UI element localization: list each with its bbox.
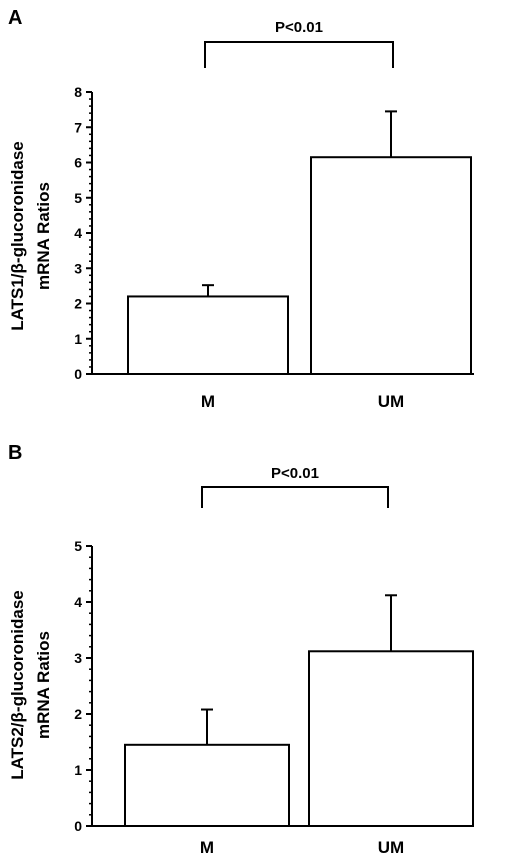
chart-panel-a: A P<0.01 LATS1/β-glucoronidase mRNA Rati… [0, 0, 520, 430]
category-label-b: M [200, 838, 214, 857]
plot-area-b: 0 1 2 3 4 5 M UM [74, 538, 474, 857]
y-tick-label-b: 1 [74, 762, 82, 778]
bar-a-um [310, 156, 472, 375]
y-tick-label-b: 0 [74, 818, 82, 834]
significance-label-a: P<0.01 [275, 19, 323, 36]
y-tick-label-b: 3 [74, 650, 82, 666]
panel-letter-a: A [8, 7, 22, 29]
bar-b-um [308, 650, 474, 827]
significance-bracket-a [204, 41, 394, 68]
y-tick-label-a: 0 [74, 366, 82, 382]
category-label-a: M [201, 392, 215, 411]
plot-area-a: 0 1 2 3 4 5 6 7 8 M UM [74, 84, 474, 411]
panel-letter-b: B [8, 442, 22, 464]
y-axis-label-b-line1: LATS2/β-glucoronidase [8, 590, 27, 780]
chart-b-svg: B P<0.01 LATS2/β-glucoronidase mRNA Rati… [8, 442, 474, 857]
y-axis-label-a-line2: mRNA Ratios [34, 182, 53, 290]
y-axis-label-b-line2: mRNA Ratios [34, 631, 53, 739]
chart-panel-b: B P<0.01 LATS2/β-glucoronidase mRNA Rati… [0, 430, 520, 860]
bar-b-m [124, 743, 290, 827]
y-tick-label-a: 6 [74, 155, 82, 171]
y-tick-label-a: 3 [74, 260, 82, 276]
y-axis-label-a-line1: LATS1/β-glucoronidase [8, 141, 27, 331]
chart-a-svg: A P<0.01 LATS1/β-glucoronidase mRNA Rati… [8, 7, 474, 411]
significance-bracket-b [201, 486, 389, 508]
y-tick-label-a: 7 [74, 119, 82, 135]
category-label-a: UM [378, 392, 404, 411]
y-tick-label-b: 4 [74, 594, 82, 610]
y-tick-label-a: 4 [74, 225, 82, 241]
y-tick-label-a: 5 [74, 190, 82, 206]
y-tick-label-a: 1 [74, 331, 82, 347]
y-tick-label-a: 2 [74, 296, 82, 312]
y-tick-label-b: 2 [74, 706, 82, 722]
bar-a-m [127, 295, 289, 376]
category-label-b: UM [378, 838, 404, 857]
significance-label-b: P<0.01 [271, 465, 319, 482]
y-tick-label-a: 8 [74, 84, 82, 100]
y-tick-label-b: 5 [74, 538, 82, 554]
